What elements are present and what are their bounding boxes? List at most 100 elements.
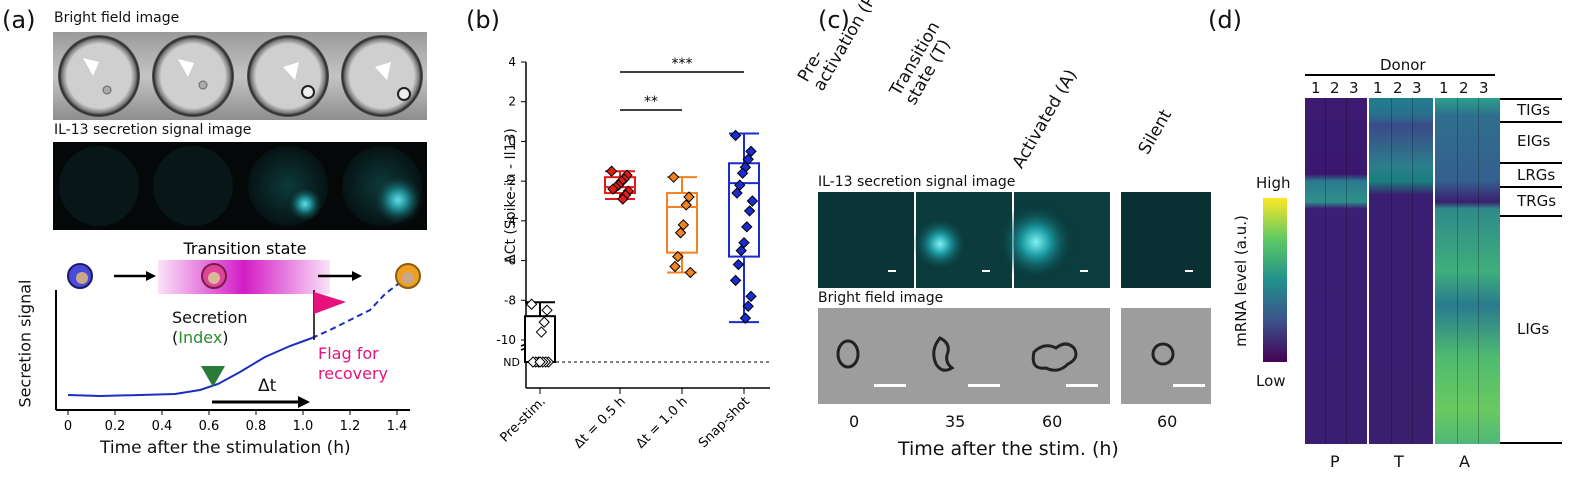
- c-signal-silent: [1121, 192, 1211, 288]
- heatmap-col-T: [1369, 98, 1433, 444]
- y-tick-label: -4: [504, 214, 516, 228]
- svg-text:0: 0: [64, 419, 72, 434]
- col-header-silent: Silent: [1135, 106, 1176, 158]
- donor-num-t3: 3: [1412, 79, 1422, 97]
- gene-group-eigs: EIGs: [1517, 132, 1551, 150]
- arrowhead-icon: [375, 62, 391, 80]
- gene-group-tigs: TIGs: [1517, 101, 1551, 119]
- bright-field-label: Bright field image: [54, 10, 180, 26]
- data-point: [680, 199, 692, 211]
- index-word: Index: [178, 328, 223, 347]
- sep-tig: [1500, 121, 1562, 123]
- well-2: [152, 35, 234, 117]
- cell-pre: [836, 339, 860, 369]
- well-3: [247, 35, 329, 117]
- data-point: [683, 191, 695, 203]
- c-time-2: 60: [1042, 412, 1063, 431]
- panel-b-ylabel: ΔCt (Spike-in - Il13): [503, 101, 519, 291]
- sep-bottom: [1500, 442, 1562, 444]
- significance-label: ***: [672, 56, 693, 72]
- gene-group-ligs: LIGs: [1517, 320, 1550, 338]
- data-point: [607, 183, 619, 195]
- c-time-1: 35: [945, 412, 966, 431]
- sep-lrg: [1500, 186, 1562, 188]
- x-tick-label: Pre-stim.: [497, 394, 548, 445]
- heatmap-col-A: [1435, 98, 1500, 444]
- data-point: [674, 227, 687, 239]
- y-tick-label: -6: [504, 254, 516, 268]
- group-label-t: T: [1394, 452, 1404, 471]
- donor-num-t1: 1: [1373, 79, 1383, 97]
- signal-image-strip: [53, 142, 427, 230]
- data-point: [538, 316, 550, 328]
- svg-text:0.6: 0.6: [199, 419, 220, 434]
- y-tick-label: -10: [496, 333, 516, 347]
- donor-num-t2: 2: [1393, 79, 1403, 97]
- svg-text:0.8: 0.8: [246, 419, 267, 434]
- data-point: [729, 274, 742, 287]
- panel-letter-c: (c): [818, 6, 850, 34]
- flag-label-1: Flag for: [318, 344, 379, 363]
- c-time-0: 0: [849, 412, 860, 431]
- c-bright-silent: [1121, 308, 1211, 404]
- signal-image-label: IL-13 secretion signal image: [54, 122, 252, 138]
- c-signal-images: [818, 192, 1110, 288]
- data-point: [745, 290, 757, 303]
- secretion-curve: [67, 337, 313, 398]
- data-point: [684, 266, 697, 279]
- y-tick-label: 0: [508, 134, 516, 148]
- data-point: [672, 250, 684, 263]
- colorbar: [1263, 198, 1287, 362]
- arrowhead-icon: [178, 59, 194, 77]
- secretion-timeline-diagram: Transition state 0 0.2 0.4 0.6 0.8 1.0 1…: [55, 239, 421, 434]
- svg-text:1.4: 1.4: [387, 419, 408, 434]
- svg-text:0.4: 0.4: [152, 419, 173, 434]
- data-point: [734, 179, 746, 191]
- c-bright-label: Bright field image: [818, 290, 944, 306]
- data-point: [732, 258, 745, 271]
- x-tick-label: Δt = 0.5 h: [571, 394, 628, 451]
- gene-group-trgs: TRGs: [1517, 192, 1557, 210]
- panel-letter-a: (a): [2, 6, 36, 34]
- sep-top: [1500, 98, 1562, 100]
- flag-icon: [314, 292, 346, 314]
- data-point: [738, 236, 750, 249]
- data-point: [541, 304, 553, 316]
- gene-group-lrgs: LRGs: [1517, 166, 1556, 184]
- data-point: [746, 195, 759, 207]
- donor-num-a3: 3: [1479, 79, 1489, 97]
- sep-eig: [1500, 162, 1562, 164]
- flag-label-2: recovery: [318, 364, 389, 383]
- secretion-onset-label-1: Secretion: [172, 308, 248, 327]
- col-header-transition: Transition state (T): [886, 18, 959, 108]
- nd-label: ND: [503, 356, 520, 369]
- arrowhead-icon: [283, 62, 299, 80]
- data-point: [739, 312, 752, 324]
- data-point: [667, 171, 680, 183]
- delta-t-label: Δt: [258, 376, 277, 396]
- y-tick-label: 4: [508, 55, 516, 69]
- arrowhead-icon: [83, 58, 99, 76]
- well-1: [58, 35, 140, 117]
- x-tick-label: Snap-shot: [696, 394, 753, 451]
- secretion-curve-dashed: [311, 283, 399, 339]
- sep-trg: [1500, 215, 1562, 217]
- svg-text:1.2: 1.2: [340, 419, 361, 434]
- c-bright-images: [818, 308, 1110, 404]
- panel-letter-d: (d): [1208, 6, 1242, 34]
- box: [524, 315, 556, 363]
- bright-field-strip: [53, 32, 427, 120]
- svg-text:1.0: 1.0: [293, 419, 314, 434]
- colorbar-label: mRNA level (a.u.): [1232, 215, 1250, 347]
- data-point: [735, 244, 747, 257]
- well-4: [341, 35, 423, 117]
- data-point: [534, 356, 546, 368]
- x-tick-label: Δt = 1.0 h: [633, 394, 690, 451]
- data-point: [745, 145, 757, 158]
- data-point: [741, 221, 753, 233]
- transition-label: Transition state: [183, 239, 307, 258]
- svg-text:0.2: 0.2: [105, 419, 126, 434]
- col-header-pre-activation: Pre- activation (P): [794, 0, 883, 94]
- secretion-onset-label-2: (Index): [172, 328, 229, 347]
- c-signal-label: IL-13 secretion signal image: [818, 174, 1016, 190]
